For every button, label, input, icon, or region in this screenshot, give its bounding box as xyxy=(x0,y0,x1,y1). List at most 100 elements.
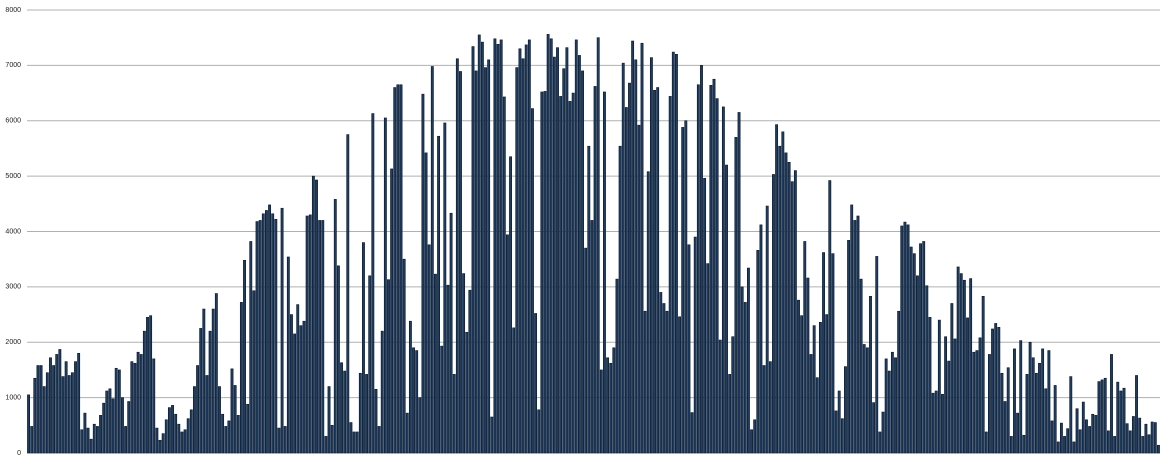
bar xyxy=(1006,367,1010,454)
bar xyxy=(506,234,509,454)
bar xyxy=(352,431,356,454)
bar xyxy=(646,171,650,454)
bar xyxy=(806,277,810,454)
bar xyxy=(953,338,957,454)
bar xyxy=(574,39,578,454)
bar xyxy=(994,323,998,454)
bar xyxy=(862,344,866,454)
bar xyxy=(487,59,491,454)
bar xyxy=(474,70,478,454)
bar xyxy=(64,361,68,454)
bar xyxy=(484,67,487,454)
bar xyxy=(734,137,738,454)
bar xyxy=(765,205,769,454)
bar xyxy=(897,310,901,454)
bar xyxy=(330,425,334,454)
bar xyxy=(784,152,788,454)
bar xyxy=(1069,376,1073,454)
bar xyxy=(36,365,40,454)
bar xyxy=(872,402,876,454)
bar xyxy=(30,426,34,454)
bar xyxy=(327,386,331,454)
bar xyxy=(299,325,303,454)
bar xyxy=(311,175,315,454)
bar xyxy=(1091,413,1095,454)
bar xyxy=(972,351,976,454)
bar xyxy=(108,388,112,454)
bar xyxy=(634,59,638,454)
bar xyxy=(408,320,412,454)
bar xyxy=(599,369,603,454)
bar xyxy=(127,401,131,454)
bar xyxy=(421,93,425,454)
bar xyxy=(27,394,30,454)
bar xyxy=(424,152,428,454)
bar xyxy=(890,351,894,454)
bar xyxy=(1016,412,1020,454)
bar xyxy=(427,244,431,454)
bar xyxy=(947,360,951,454)
bar xyxy=(537,409,541,454)
bar xyxy=(296,304,300,454)
bar xyxy=(205,375,209,454)
bar xyxy=(152,358,156,454)
bar xyxy=(725,164,728,454)
bar xyxy=(709,85,713,454)
bar xyxy=(997,326,1001,454)
bar xyxy=(894,357,897,454)
bar xyxy=(818,322,822,454)
bar xyxy=(731,336,735,454)
bar xyxy=(277,427,281,454)
bar xyxy=(509,156,512,454)
bar xyxy=(446,284,450,454)
bar xyxy=(887,370,891,454)
y-tick-label: 2000 xyxy=(5,339,21,346)
bar xyxy=(89,438,93,454)
bar xyxy=(105,390,109,454)
bar xyxy=(1110,354,1113,454)
bar xyxy=(665,310,669,454)
bar xyxy=(80,429,84,454)
bar xyxy=(1028,341,1032,454)
bar xyxy=(919,243,922,454)
bar xyxy=(412,347,415,454)
bar xyxy=(556,47,559,454)
bar xyxy=(543,91,547,454)
bar xyxy=(624,107,628,454)
bar xyxy=(565,47,569,454)
bar xyxy=(662,303,666,454)
bar xyxy=(55,354,59,454)
bar xyxy=(1097,381,1101,454)
bar xyxy=(280,207,284,454)
bar xyxy=(196,365,200,454)
bar xyxy=(383,117,387,454)
bar xyxy=(609,362,613,454)
bar xyxy=(349,422,353,454)
bar xyxy=(906,224,910,454)
bar xyxy=(822,252,825,454)
bar xyxy=(1013,348,1016,454)
bar xyxy=(271,213,275,454)
bar xyxy=(925,285,929,454)
bar xyxy=(549,38,553,454)
bar xyxy=(618,145,622,454)
bar xyxy=(775,124,779,454)
bar xyxy=(1075,408,1079,454)
bar xyxy=(99,415,102,454)
bar xyxy=(981,295,985,454)
bar xyxy=(340,362,343,454)
y-tick-label: 3000 xyxy=(5,284,21,291)
y-tick-label: 8000 xyxy=(5,7,21,14)
bar xyxy=(315,179,318,454)
bar xyxy=(756,250,760,454)
bar xyxy=(346,134,350,454)
bar xyxy=(199,328,203,454)
bar xyxy=(643,310,647,454)
bar xyxy=(1041,348,1045,454)
bar xyxy=(265,210,268,454)
bar xyxy=(1047,350,1051,454)
bar xyxy=(781,131,785,454)
bar xyxy=(1106,430,1110,454)
bar xyxy=(268,204,271,454)
